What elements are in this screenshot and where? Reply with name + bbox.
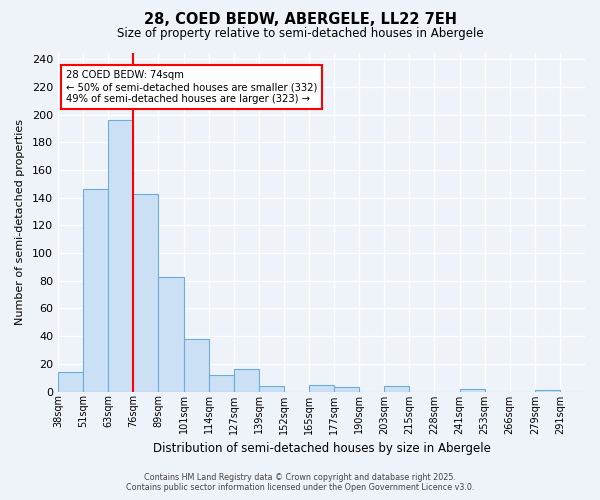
Bar	[334, 388, 359, 392]
Text: 28, COED BEDW, ABERGELE, LL22 7EH: 28, COED BEDW, ABERGELE, LL22 7EH	[143, 12, 457, 28]
Bar	[535, 390, 560, 392]
Bar	[58, 372, 83, 392]
Bar	[309, 384, 334, 392]
Bar	[108, 120, 133, 392]
Bar	[259, 386, 284, 392]
Bar	[460, 388, 485, 392]
Text: Contains HM Land Registry data © Crown copyright and database right 2025.
Contai: Contains HM Land Registry data © Crown c…	[126, 473, 474, 492]
Text: Size of property relative to semi-detached houses in Abergele: Size of property relative to semi-detach…	[116, 28, 484, 40]
Bar	[384, 386, 409, 392]
X-axis label: Distribution of semi-detached houses by size in Abergele: Distribution of semi-detached houses by …	[152, 442, 490, 455]
Bar	[158, 276, 184, 392]
Bar	[209, 375, 234, 392]
Bar	[234, 370, 259, 392]
Bar	[133, 194, 158, 392]
Text: 28 COED BEDW: 74sqm
← 50% of semi-detached houses are smaller (332)
49% of semi-: 28 COED BEDW: 74sqm ← 50% of semi-detach…	[65, 70, 317, 104]
Y-axis label: Number of semi-detached properties: Number of semi-detached properties	[15, 119, 25, 325]
Bar	[83, 190, 108, 392]
Bar	[184, 339, 209, 392]
